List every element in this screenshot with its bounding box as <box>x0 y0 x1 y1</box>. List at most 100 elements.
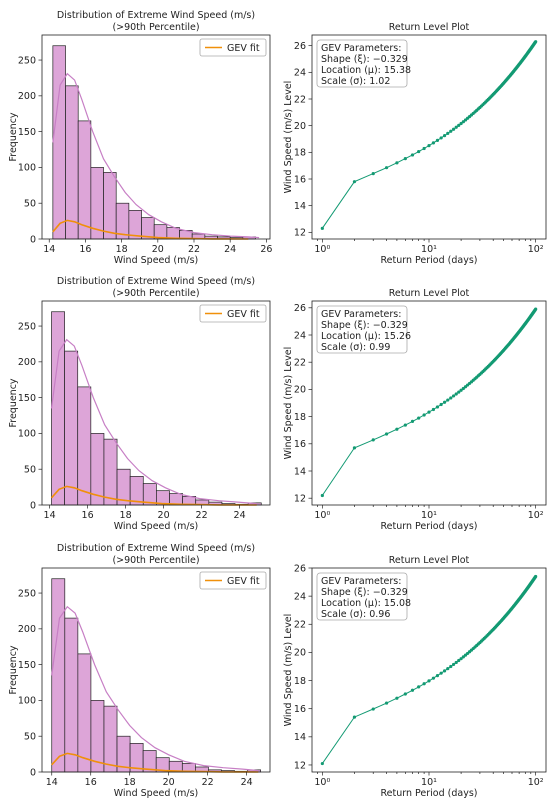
histogram-bar <box>103 172 117 240</box>
return-level-point <box>459 388 463 392</box>
y-axis-label: Frequency <box>8 378 19 427</box>
plot-frame <box>41 567 271 773</box>
plot-frame <box>41 300 271 506</box>
histogram-panel-0: 14 16 18 20 22 24 26 0 50 100 150 200 250 Distributio… <box>8 10 272 266</box>
y-tick-label: 200 <box>18 91 36 102</box>
x-tick-label: 20 <box>163 777 175 788</box>
return-level-point <box>395 427 399 431</box>
return-level-point <box>403 157 407 161</box>
return-level-point <box>384 432 389 436</box>
x-axis-label: Wind Speed (m/s) <box>114 255 199 266</box>
legend-label-gev: GEV fit <box>227 309 260 320</box>
return-level-point <box>395 696 399 700</box>
legend: GEV fit <box>199 304 267 323</box>
return-level-point <box>442 400 447 404</box>
return-level-point <box>449 396 453 400</box>
y-tick-label: 24 <box>294 591 306 602</box>
return-level-point <box>534 574 538 579</box>
histogram-bar <box>77 653 92 773</box>
x-axis-label: Return Period (days) <box>380 521 477 532</box>
return-level-panel-1: 10⁰ 10¹ 10² 12 14 16 18 20 22 24 26 Return Level Pl… <box>283 288 547 532</box>
return-level-point <box>457 658 461 663</box>
return-level-point <box>371 438 375 442</box>
return-level-point <box>451 127 456 131</box>
return-level-point <box>395 161 399 165</box>
return-level-point <box>371 707 375 711</box>
legend-label-gev: GEV fit <box>227 576 260 587</box>
parameter-scale: Scale (σ): 0.96 <box>321 609 390 620</box>
x-tick-label: 10⁰ <box>314 510 330 521</box>
return-level-point <box>449 664 453 669</box>
x-tick-label: 22 <box>188 244 200 255</box>
y-tick-label: 12 <box>294 228 306 239</box>
return-level-point <box>431 141 436 145</box>
y-tick-label: 250 <box>18 55 36 66</box>
return-level-point <box>446 667 450 671</box>
chart-title: Return Level Plot <box>389 288 470 299</box>
x-tick-label: 16 <box>85 777 97 788</box>
legend: GEV fit <box>199 571 267 590</box>
y-tick-label: 12 <box>294 760 306 771</box>
return-level-point <box>384 701 389 705</box>
return-level-point <box>417 416 421 420</box>
x-tick-label: 24 <box>241 777 253 788</box>
y-tick-label: 22 <box>294 94 306 105</box>
return-level-point <box>451 662 456 667</box>
y-axis-label: Frequency <box>8 645 19 694</box>
return-level-point <box>534 40 538 44</box>
return-level-point <box>384 166 389 170</box>
y-tick-label: 100 <box>18 429 36 440</box>
return-level-point <box>422 146 426 151</box>
y-tick-label: 150 <box>18 127 36 138</box>
y-tick-label: 50 <box>24 199 36 210</box>
return-level-point <box>454 660 458 665</box>
chart-subtitle: (>90th Percentile) <box>112 555 199 566</box>
return-level-point <box>449 129 453 133</box>
return-level-point <box>403 423 407 427</box>
return-level-point <box>459 657 463 661</box>
histogram-bar <box>64 350 79 506</box>
x-tick-label: 20 <box>152 244 164 255</box>
x-tick-label: 16 <box>82 510 94 521</box>
histogram-bar <box>77 386 92 506</box>
y-tick-label: 0 <box>30 767 36 778</box>
return-level-point <box>431 676 436 680</box>
parameters-heading: GEV Parameters: <box>321 43 401 54</box>
return-level-point <box>417 149 421 154</box>
return-level-point <box>410 419 415 423</box>
x-tick-label: 14 <box>44 510 56 521</box>
return-level-point <box>410 688 415 692</box>
chart-title: Distribution of Extreme Wind Speed (m/s) <box>57 10 255 21</box>
histogram-bar <box>65 85 79 240</box>
return-level-point <box>534 307 538 311</box>
parameters-box-frame <box>316 572 408 621</box>
y-tick-label: 16 <box>294 704 306 715</box>
parameter-location: Location (μ): 15.38 <box>321 65 411 76</box>
return-level-panel-0: 10⁰ 10¹ 10² 12 14 16 18 20 22 24 26 Return Level Pl… <box>283 22 547 266</box>
x-tick-label: 10¹ <box>421 777 437 788</box>
return-level-point <box>446 131 450 135</box>
y-axis-label: Wind Speed (m/s) Level <box>283 81 294 194</box>
x-tick-label: 22 <box>196 510 208 521</box>
return-level-point <box>431 407 436 412</box>
y-tick-label: 24 <box>294 68 306 79</box>
return-level-point <box>427 679 431 683</box>
histogram-bar <box>52 45 66 240</box>
y-tick-label: 100 <box>18 696 36 707</box>
parameters-box-frame <box>316 305 408 354</box>
return-level-point <box>454 392 458 396</box>
return-level-point <box>427 144 431 148</box>
y-tick-label: 22 <box>294 620 306 631</box>
y-tick-label: 14 <box>294 732 306 743</box>
return-level-point <box>461 120 465 124</box>
x-tick-label: 26 <box>260 244 272 255</box>
kde-curve <box>52 72 260 239</box>
x-axis-label: Wind Speed (m/s) <box>114 788 199 799</box>
x-tick-label: 20 <box>158 510 170 521</box>
y-tick-label: 0 <box>30 500 36 511</box>
histogram-panel-2: 14 16 18 20 22 24 0 50 100 150 200 250 Distribution … <box>8 543 271 799</box>
parameter-location: Location (μ): 15.08 <box>321 598 411 609</box>
y-tick-label: 20 <box>294 648 306 659</box>
parameter-shape: Shape (ξ): −0.329 <box>321 320 408 331</box>
return-level-point <box>320 761 324 766</box>
